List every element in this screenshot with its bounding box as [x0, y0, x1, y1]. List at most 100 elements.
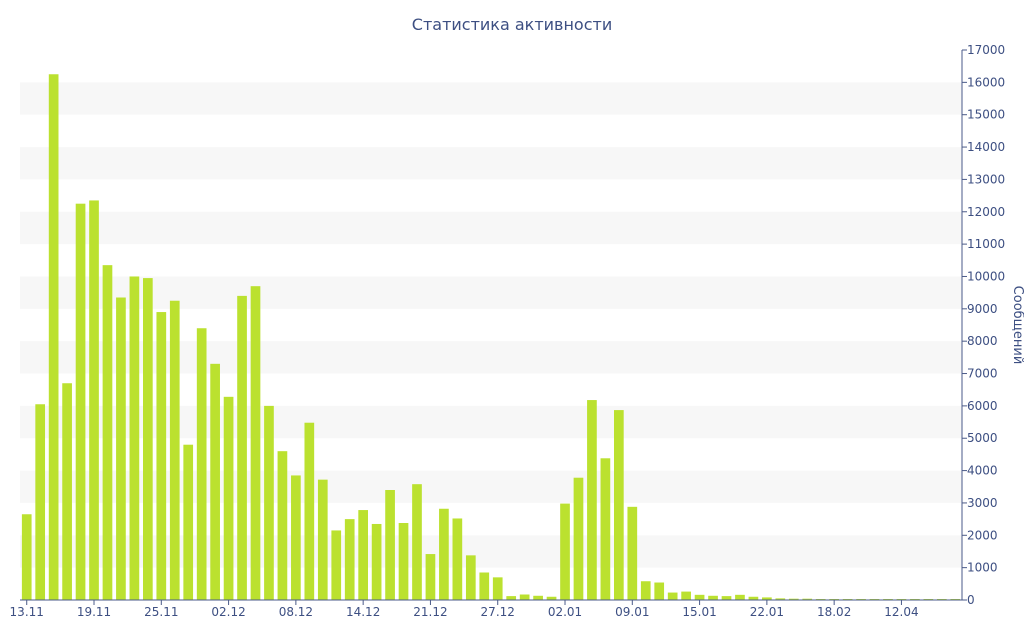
bar[interactable] — [735, 594, 745, 600]
bar[interactable] — [479, 572, 490, 601]
bar[interactable] — [654, 582, 665, 600]
y-tick-label: 15000 — [967, 108, 1005, 122]
x-tick-label: 22.01 — [750, 605, 784, 619]
y-tick-label: 0 — [967, 593, 975, 607]
bar[interactable] — [398, 523, 409, 600]
bar[interactable] — [102, 265, 113, 600]
bar[interactable] — [35, 404, 46, 600]
x-tick-label: 13.11 — [10, 605, 44, 619]
x-tick-label: 19.11 — [77, 605, 111, 619]
bar[interactable] — [627, 506, 638, 600]
bar[interactable] — [129, 276, 140, 600]
bar[interactable] — [519, 594, 530, 601]
bar[interactable] — [708, 595, 718, 600]
grid-band — [20, 82, 962, 115]
bar[interactable] — [156, 312, 167, 600]
bar[interactable] — [21, 514, 32, 600]
bar[interactable] — [452, 518, 463, 600]
bar[interactable] — [600, 458, 611, 600]
x-axis: 13.11 19.11 25.11 02.12 08.12 14.12 21.12 27.12… — [10, 600, 919, 619]
x-tick-label: 14.12 — [346, 605, 380, 619]
bar[interactable] — [694, 594, 705, 600]
bar[interactable] — [775, 598, 786, 600]
bar[interactable] — [317, 479, 328, 600]
bar[interactable] — [304, 422, 315, 600]
bar[interactable] — [331, 530, 342, 600]
bar[interactable] — [573, 477, 584, 600]
bar[interactable] — [264, 405, 274, 600]
x-tick-label: 09.01 — [615, 605, 649, 619]
x-tick-label: 18.02 — [817, 605, 851, 619]
bar[interactable] — [614, 410, 624, 600]
chart-title: Статистика активности — [411, 15, 613, 34]
bar[interactable] — [762, 597, 772, 600]
x-tick-label: 08.12 — [279, 605, 313, 619]
y-tick-label: 12000 — [967, 205, 1005, 219]
bar[interactable] — [412, 484, 422, 600]
y-axis-label: Сообщений — [1010, 286, 1024, 365]
bar[interactable] — [748, 596, 759, 600]
bar[interactable] — [371, 523, 382, 600]
y-tick-label: 6000 — [967, 399, 998, 413]
y-tick-label: 17000 — [967, 43, 1005, 57]
grid-band — [20, 211, 962, 245]
y-tick-label: 14000 — [967, 140, 1005, 154]
bar[interactable] — [560, 503, 570, 600]
bar[interactable] — [425, 554, 436, 600]
bar[interactable] — [506, 596, 517, 600]
bar[interactable] — [802, 598, 813, 600]
y-tick-label: 9000 — [967, 302, 998, 316]
x-tick-label: 12.04 — [884, 605, 918, 619]
bar[interactable] — [587, 400, 597, 600]
x-tick-label: 15.01 — [682, 605, 716, 619]
y-tick-label: 3000 — [967, 496, 998, 510]
y-tick-label: 13000 — [967, 172, 1005, 186]
bar[interactable] — [223, 396, 234, 600]
bar[interactable] — [681, 591, 691, 600]
y-tick-label: 4000 — [967, 464, 998, 478]
grid-band — [20, 276, 962, 309]
bar[interactable] — [89, 200, 99, 600]
x-tick-label: 27.12 — [481, 605, 515, 619]
bar[interactable] — [291, 475, 301, 600]
y-tick-label: 16000 — [967, 75, 1005, 89]
y-tick-label: 11000 — [967, 237, 1005, 251]
x-tick-label: 02.01 — [548, 605, 582, 619]
bar[interactable] — [721, 596, 732, 600]
x-tick-label: 02.12 — [211, 605, 245, 619]
bar[interactable] — [237, 295, 247, 600]
bar[interactable] — [465, 555, 476, 600]
bar[interactable] — [48, 74, 59, 600]
y-tick-label: 10000 — [967, 269, 1005, 283]
bar[interactable] — [250, 286, 261, 600]
y-axis: 0 1000 2000 3000 4000 5000 6000 7000 8000 9000 100… — [962, 43, 1005, 607]
bar[interactable] — [183, 444, 194, 600]
y-tick-label: 7000 — [967, 367, 998, 381]
bar[interactable] — [169, 300, 180, 600]
bar[interactable] — [533, 595, 543, 600]
x-tick-label: 21.12 — [413, 605, 447, 619]
y-tick-label: 8000 — [967, 334, 998, 348]
bar[interactable] — [358, 510, 368, 600]
bar[interactable] — [439, 508, 449, 600]
bar[interactable] — [210, 363, 220, 600]
bar[interactable] — [788, 598, 799, 600]
bar[interactable] — [143, 278, 153, 600]
x-tick-label: 25.11 — [144, 605, 178, 619]
bar[interactable] — [667, 592, 678, 600]
bar[interactable] — [62, 383, 72, 600]
bar[interactable] — [277, 451, 288, 600]
bar[interactable] — [116, 297, 126, 601]
bar[interactable] — [385, 490, 395, 600]
bar[interactable] — [492, 577, 503, 600]
bar[interactable] — [344, 519, 355, 600]
bar[interactable] — [546, 596, 557, 600]
y-tick-label: 5000 — [967, 431, 998, 445]
grid-band — [20, 147, 962, 180]
bar[interactable] — [640, 581, 651, 600]
bar[interactable] — [75, 203, 86, 600]
bar[interactable] — [196, 328, 207, 600]
y-tick-label: 1000 — [967, 561, 998, 575]
